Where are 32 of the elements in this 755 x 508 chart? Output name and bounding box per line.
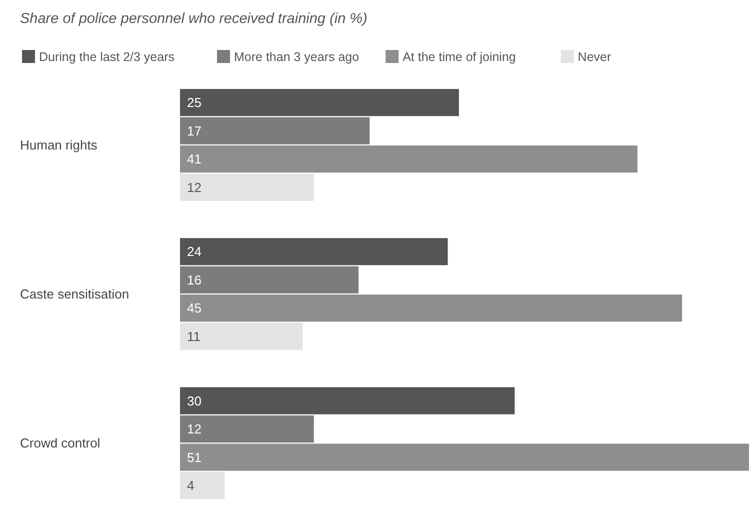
bar <box>180 238 448 266</box>
legend-label: Never <box>578 50 612 64</box>
y-tick-label: Caste sensitisation <box>20 286 130 302</box>
data-label: 16 <box>187 272 202 288</box>
bar <box>180 117 370 144</box>
data-label: 4 <box>187 478 194 494</box>
data-label: 30 <box>187 393 202 408</box>
data-label: 12 <box>187 422 202 437</box>
bar <box>180 387 515 414</box>
y-tick-label: Human rights <box>20 137 98 152</box>
bar <box>180 88 459 116</box>
data-label: 41 <box>187 152 202 167</box>
y-tick-label: Crowd control <box>20 436 100 451</box>
bar <box>180 174 314 201</box>
data-label: 24 <box>187 244 202 260</box>
bar <box>180 444 749 471</box>
data-label: 12 <box>187 180 202 195</box>
chart-title: Share of police personnel who received training (in %) <box>20 11 368 27</box>
bar <box>180 294 682 322</box>
data-label: 51 <box>187 450 202 465</box>
bar <box>180 472 225 500</box>
bar <box>180 266 359 294</box>
bar <box>180 145 638 173</box>
bar <box>180 415 314 443</box>
legend-label: More than 3 years ago <box>234 50 360 64</box>
legend-label: At the time of joining <box>402 50 516 64</box>
legend-label: During the last 2/3 years <box>39 50 174 64</box>
data-label: 17 <box>187 123 202 138</box>
data-label: 45 <box>187 300 202 316</box>
data-label: 25 <box>187 95 202 110</box>
bar <box>180 322 303 350</box>
data-label: 11 <box>187 328 200 344</box>
